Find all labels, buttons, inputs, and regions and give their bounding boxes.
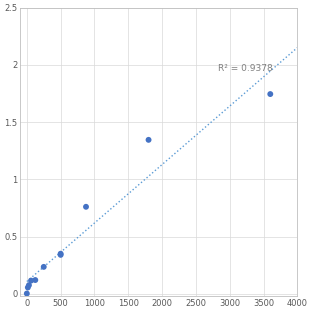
Point <box>58 252 63 257</box>
Point <box>41 264 46 269</box>
Text: R² = 0.9378: R² = 0.9378 <box>217 64 272 73</box>
Point <box>146 137 151 142</box>
Point <box>28 278 33 283</box>
Point <box>27 283 32 288</box>
Point <box>268 92 273 97</box>
Point <box>84 204 89 209</box>
Point <box>58 251 63 256</box>
Point <box>33 278 38 283</box>
Point <box>25 285 30 290</box>
Point <box>24 291 29 296</box>
